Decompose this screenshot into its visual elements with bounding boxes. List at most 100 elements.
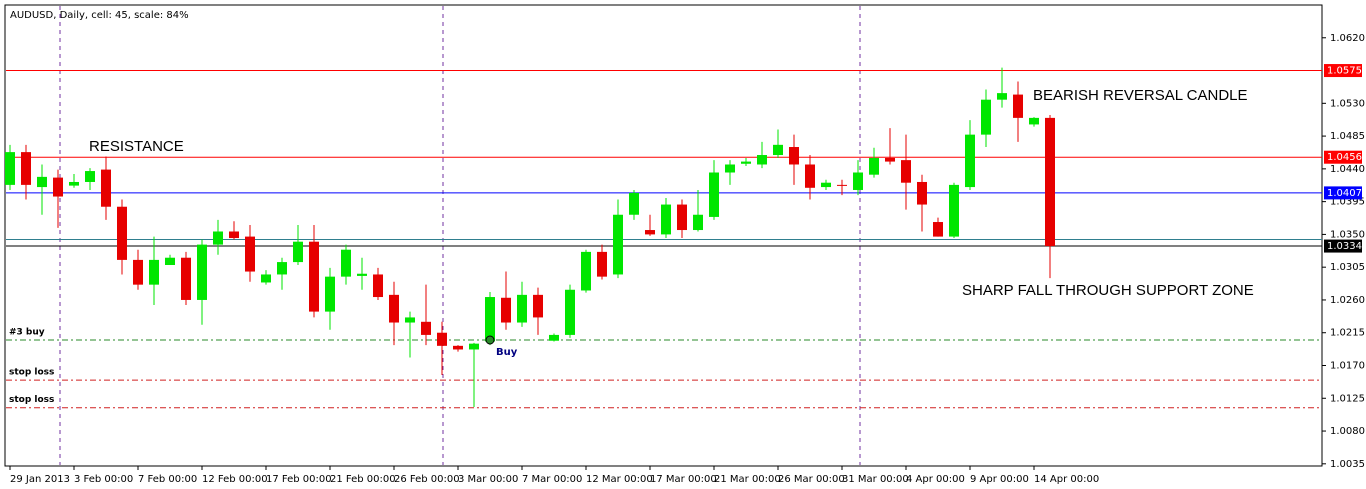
candle-body — [789, 147, 799, 165]
x-tick-label: 21 Feb 00:00 — [330, 474, 396, 485]
x-tick-label: 21 Mar 00:00 — [714, 474, 781, 485]
y-tick-label: 1.0485 — [1330, 131, 1365, 142]
candle-body — [917, 181, 927, 205]
x-tick-label: 17 Mar 00:00 — [650, 474, 717, 485]
candle-body — [277, 262, 287, 275]
candle-body — [293, 241, 303, 263]
candle-body — [165, 257, 175, 265]
x-tick-label: 31 Mar 00:00 — [842, 474, 909, 485]
candle-body — [581, 251, 591, 291]
candle-body — [37, 176, 47, 188]
annotation: SHARP FALL THROUGH SUPPORT ZONE — [962, 282, 1254, 299]
candle-body — [437, 332, 447, 346]
candle-body — [1029, 117, 1039, 125]
candle-body — [805, 164, 815, 188]
level-label: 1.0575 — [1327, 66, 1362, 77]
x-tick-label: 12 Feb 00:00 — [202, 474, 268, 485]
candle-body — [981, 99, 991, 135]
candle-body — [565, 289, 575, 335]
x-tick-label: 9 Apr 00:00 — [970, 474, 1029, 485]
y-tick-label: 1.0170 — [1330, 360, 1365, 371]
y-tick-label: 1.0035 — [1330, 459, 1365, 470]
candle-body — [469, 343, 479, 350]
candle-body — [53, 177, 63, 197]
candle-body — [229, 231, 239, 239]
candle-body — [325, 276, 335, 312]
candle-body — [757, 155, 767, 165]
candle-body — [517, 294, 527, 323]
candle-body — [869, 157, 879, 175]
level-label: 1.0334 — [1327, 241, 1362, 252]
order-label: stop loss — [9, 395, 54, 405]
candle-body — [245, 236, 255, 272]
level-tag — [1324, 64, 1362, 78]
y-tick-label: 1.0260 — [1330, 295, 1365, 306]
candle-body — [821, 182, 831, 188]
level-label: 1.0407 — [1327, 188, 1362, 199]
y-tick-label: 1.0305 — [1330, 262, 1365, 273]
candle-body — [693, 214, 703, 231]
candle-body — [341, 249, 351, 277]
candle-body — [69, 181, 79, 186]
candle-body — [677, 204, 687, 231]
candle-body — [837, 184, 847, 186]
candle-body — [21, 152, 31, 185]
candle-body — [661, 204, 671, 235]
y-tick-label: 1.0350 — [1330, 229, 1365, 240]
candle-body — [181, 257, 191, 300]
plot-frame — [4, 4, 1323, 467]
level-tag — [1324, 150, 1362, 164]
y-tick-label: 1.0215 — [1330, 328, 1365, 339]
candle-body — [933, 222, 943, 237]
x-tick-label: 12 Mar 00:00 — [586, 474, 653, 485]
trade-label: Buy — [496, 347, 518, 358]
y-tick-label: 1.0125 — [1330, 393, 1365, 404]
y-tick-label: 1.0530 — [1330, 98, 1365, 109]
candle-body — [725, 164, 735, 173]
candle-body — [533, 294, 543, 318]
order-label: #3 buy — [9, 328, 45, 338]
candle-body — [501, 297, 511, 323]
chart-title: AUDUSD, Daily, cell: 45, scale: 84% — [10, 10, 189, 21]
annotation: RESISTANCE — [89, 138, 184, 155]
annotation: BEARISH REVERSAL CANDLE — [1033, 87, 1248, 104]
level-tag — [1324, 186, 1362, 200]
candle-body — [389, 294, 399, 323]
candle-body — [101, 169, 111, 207]
candle-body — [709, 172, 719, 217]
candle-body — [629, 192, 639, 215]
y-tick-label: 1.0395 — [1330, 197, 1365, 208]
x-tick-label: 4 Apr 00:00 — [906, 474, 965, 485]
candle-body — [5, 152, 15, 185]
candle-body — [549, 334, 559, 341]
candle-body — [965, 134, 975, 188]
candle-body — [741, 161, 751, 164]
candle-body — [261, 274, 271, 283]
x-tick-label: 26 Mar 00:00 — [778, 474, 845, 485]
candle-body — [373, 274, 383, 298]
candle-body — [597, 251, 607, 277]
x-tick-label: 3 Feb 00:00 — [74, 474, 133, 485]
candle-body — [405, 317, 415, 323]
candle-body — [85, 171, 95, 182]
candle-body — [853, 172, 863, 190]
x-tick-label: 17 Feb 00:00 — [266, 474, 332, 485]
candle-body — [213, 231, 223, 245]
candle-body — [997, 93, 1007, 100]
y-tick-label: 1.0080 — [1330, 426, 1365, 437]
order-label: stop loss — [9, 368, 54, 378]
x-tick-label: 3 Mar 00:00 — [458, 474, 518, 485]
x-tick-label: 7 Feb 00:00 — [138, 474, 197, 485]
x-tick-label: 14 Apr 00:00 — [1034, 474, 1099, 485]
y-tick-label: 1.0620 — [1330, 33, 1365, 44]
level-tag — [1324, 239, 1362, 253]
level-label: 1.0456 — [1327, 152, 1362, 163]
candle-body — [1013, 94, 1023, 118]
candle-body — [357, 273, 367, 276]
candle-body — [773, 144, 783, 156]
candle-body — [133, 259, 143, 285]
x-tick-label: 7 Mar 00:00 — [522, 474, 582, 485]
candle-body — [1045, 117, 1055, 247]
candle-body — [901, 160, 911, 183]
